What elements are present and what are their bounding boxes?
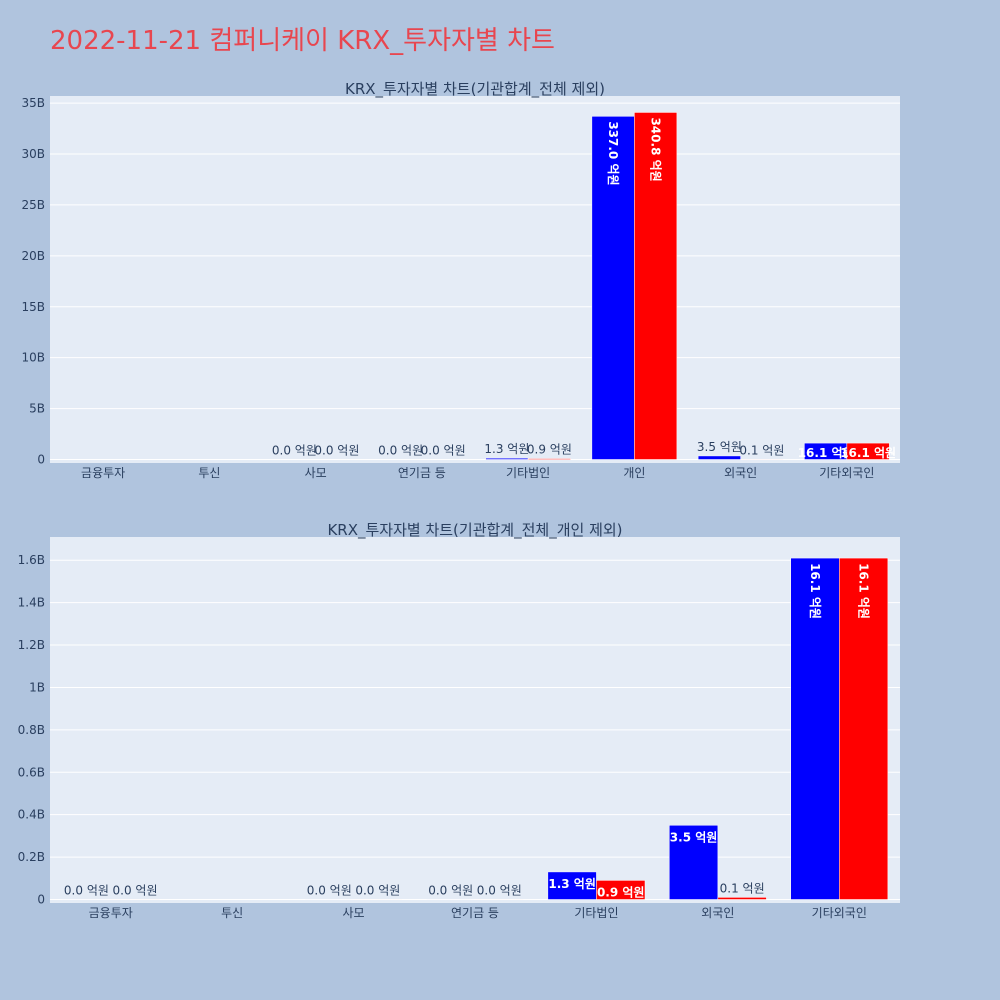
chart-title: KRX_투자자별 차트(기관합계_전체_개인 제외) bbox=[327, 521, 622, 540]
plot-area bbox=[50, 537, 900, 903]
data-label: 3.5 억원 bbox=[670, 830, 718, 844]
data-label: 0.9 억원 bbox=[597, 885, 645, 899]
x-tick-label: 기타법인 bbox=[574, 906, 618, 920]
y-tick-label: 25B bbox=[21, 198, 45, 212]
data-label: 16.1 억원 bbox=[798, 446, 854, 460]
y-tick-label: 35B bbox=[21, 96, 45, 110]
data-label: 0.0 억원 bbox=[477, 883, 522, 897]
y-tick-label: 1B bbox=[29, 680, 45, 694]
x-tick-label: 금융투자 bbox=[89, 906, 133, 920]
y-tick-label: 10B bbox=[21, 351, 45, 365]
bar bbox=[485, 457, 529, 460]
y-tick-label: 20B bbox=[21, 249, 45, 263]
y-tick-label: 0 bbox=[37, 893, 45, 907]
data-label: 0.9 억원 bbox=[527, 443, 572, 457]
data-label: 0.0 억원 bbox=[272, 443, 317, 457]
data-label: 1.3 억원 bbox=[484, 442, 529, 456]
x-tick-label: 기타외국인 bbox=[819, 466, 874, 480]
data-label: 0.1 억원 bbox=[720, 881, 765, 895]
chart-2: KRX_투자자별 차트(기관합계_전체_개인 제외) 0 0.2B 0.4B 0.6B 0… bbox=[18, 521, 900, 920]
data-label: 16.1 억원 bbox=[857, 563, 871, 619]
data-label: 0.1 억원 bbox=[739, 443, 784, 457]
bar bbox=[591, 116, 635, 460]
data-label: 16.1 억원 bbox=[808, 563, 822, 619]
bar bbox=[697, 455, 741, 460]
data-label: 0.0 억원 bbox=[428, 883, 473, 897]
data-label: 0.0 억원 bbox=[64, 883, 109, 897]
data-label: 0.0 억원 bbox=[314, 443, 359, 457]
x-tick-label: 연기금 등 bbox=[451, 906, 499, 920]
data-label: 0.0 억원 bbox=[421, 443, 466, 457]
y-tick-label: 0.4B bbox=[18, 808, 45, 822]
data-label: 0.0 억원 bbox=[307, 883, 352, 897]
x-tick-label: 외국인 bbox=[701, 906, 734, 920]
bar bbox=[839, 557, 889, 900]
bar bbox=[634, 112, 678, 460]
y-tick-label: 1.6B bbox=[18, 553, 45, 567]
x-tick-label: 투신 bbox=[221, 906, 243, 920]
bar bbox=[790, 557, 840, 900]
x-tick-label: 기타법인 bbox=[506, 466, 550, 480]
data-label: 0.0 억원 bbox=[113, 883, 158, 897]
bar bbox=[527, 458, 571, 460]
y-tick-label: 5B bbox=[29, 402, 45, 416]
y-tick-label: 1.4B bbox=[18, 596, 45, 610]
bar bbox=[596, 880, 646, 900]
data-label: 0.0 억원 bbox=[355, 883, 400, 897]
data-label: 337.0 억원 bbox=[606, 121, 620, 185]
bar bbox=[669, 825, 719, 900]
y-tick-label: 0.8B bbox=[18, 723, 45, 737]
x-tick-label: 사모 bbox=[343, 906, 365, 920]
bar bbox=[547, 871, 597, 900]
x-tick-label: 사모 bbox=[305, 466, 327, 480]
x-tick-label: 외국인 bbox=[724, 466, 757, 480]
y-tick-label: 0 bbox=[37, 453, 45, 467]
plot-area bbox=[50, 96, 900, 463]
chart-title: KRX_투자자별 차트(기관합계_전체 제외) bbox=[345, 80, 605, 99]
y-tick-label: 30B bbox=[21, 147, 45, 161]
x-tick-label: 개인 bbox=[623, 466, 645, 480]
data-label: 1.3 억원 bbox=[548, 877, 596, 891]
y-tick-label: 1.2B bbox=[18, 638, 45, 652]
y-tick-label: 15B bbox=[21, 300, 45, 314]
x-tick-label: 연기금 등 bbox=[398, 466, 446, 480]
data-label: 340.8 억원 bbox=[649, 117, 663, 181]
x-tick-label: 투신 bbox=[198, 466, 220, 480]
x-tick-label: 기타외국인 bbox=[812, 906, 867, 920]
page-title: 2022-11-21 컴퍼니케이 KRX_투자자별 차트 bbox=[50, 26, 555, 56]
data-label: 3.5 억원 bbox=[697, 440, 742, 454]
y-tick-label: 0.2B bbox=[18, 850, 45, 864]
x-tick-label: 금융투자 bbox=[81, 466, 125, 480]
data-label: 0.0 억원 bbox=[378, 443, 423, 457]
data-label: 16.1 억원 bbox=[840, 446, 896, 460]
bar bbox=[846, 442, 890, 460]
chart-1: KRX_투자자별 차트(기관합계_전체 제외) 0 5B 10B 15B 20B 25B 30… bbox=[21, 80, 900, 480]
y-tick-label: 0.6B bbox=[18, 765, 45, 779]
bar bbox=[717, 897, 767, 900]
